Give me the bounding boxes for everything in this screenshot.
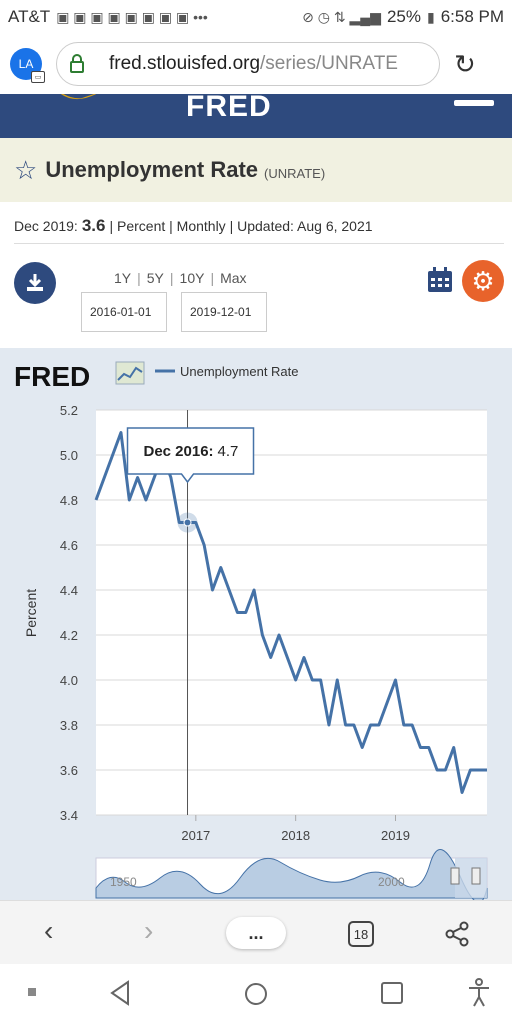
fred-logo[interactable]: FRED (186, 94, 272, 123)
overview-square-icon[interactable] (380, 981, 404, 1005)
system-nav-bar (0, 964, 512, 1024)
y-tick-label: 3.8 (60, 718, 78, 733)
latest-label: Dec 2019: (14, 217, 78, 234)
y-axis-label: Percent (23, 589, 39, 637)
latest-value: 3.6 (81, 215, 106, 235)
tabs-button[interactable]: 18 (348, 921, 374, 947)
battery-icon: ▮ (426, 8, 435, 25)
navigator-year-left: 1950 (110, 875, 137, 889)
y-tick-label: 4.2 (60, 628, 78, 643)
tooltip-label: Dec 2016: (144, 443, 214, 460)
navigator-handle-right[interactable] (471, 867, 481, 885)
y-tick-label: 3.4 (60, 808, 78, 823)
briefcase-icon: ▭ (31, 71, 45, 83)
y-tick-label: 3.6 (60, 763, 78, 778)
navigator-handle-left[interactable] (450, 867, 460, 885)
address-field[interactable]: fred.stlouisfed.org/series/UNRATE (56, 42, 440, 86)
chart-fred-logo: FRED (14, 361, 90, 392)
y-tick-label: 5.2 (60, 403, 78, 418)
download-icon[interactable] (14, 262, 56, 304)
eagle-logo-icon (61, 94, 97, 99)
series-meta: Dec 2019: 3.6 | Percent | Monthly | Upda… (14, 208, 504, 244)
back-triangle-icon[interactable] (108, 980, 132, 1006)
x-tick-label: 2017 (181, 828, 210, 843)
recents-dot-icon[interactable] (28, 988, 36, 996)
range-1y[interactable]: 1Y (114, 270, 132, 286)
star-icon[interactable]: ☆ (14, 154, 38, 185)
notification-icons: ▣ ▣ ▣ ▣ ▣ ▣ ▣ ▣ ••• (56, 8, 208, 25)
lock-icon (69, 54, 87, 74)
calendar-icon[interactable] (426, 266, 454, 294)
gear-icon[interactable]: ⚙ (462, 260, 504, 302)
range-5y[interactable]: 5Y (146, 270, 164, 286)
series-code: (UNRATE) (264, 165, 326, 181)
line-chart: FRED Unemployment Rate 5.2 5.0 4.8 4.6 4.4 4.… (14, 361, 488, 900)
back-arrow-icon[interactable]: ‹ (44, 915, 54, 946)
page-title: Unemployment Rate (45, 157, 259, 182)
start-date-input[interactable]: 2016-01-01 (81, 292, 167, 332)
clock: 6:58 PM (440, 7, 504, 26)
y-tick-label: 4.6 (60, 538, 78, 553)
reload-icon[interactable]: ↻ (454, 48, 476, 79)
share-icon[interactable] (444, 921, 470, 947)
navigator-selection[interactable] (455, 858, 487, 898)
range-max[interactable]: Max (220, 270, 247, 286)
browser-url-bar: LA ▭ fred.stlouisfed.org/series/UNRATE ↻ (0, 34, 512, 94)
y-tick-label: 4.0 (60, 673, 78, 688)
x-tick-label: 2019 (381, 828, 410, 843)
signal-icons: ⊘ ◷ ⇅ ▂▄▆ (302, 8, 381, 25)
y-tick-label: 5.0 (60, 448, 78, 463)
accessibility-icon[interactable] (466, 978, 492, 1008)
carrier-label: AT&T (8, 7, 51, 26)
browser-toolbar: ‹ › ... 18 (0, 900, 512, 964)
navigator-series (95, 849, 488, 900)
forward-arrow-icon[interactable]: › (144, 915, 154, 946)
hamburger-menu-icon[interactable] (454, 100, 494, 106)
chart-logo-icon (115, 361, 145, 385)
status-bar: AT&T ▣ ▣ ▣ ▣ ▣ ▣ ▣ ▣ ••• ⊘ ◷ ⇅ ▂▄▆ 25% ▮… (0, 0, 512, 34)
profile-avatar[interactable]: LA ▭ (10, 48, 45, 83)
site-header: FRED (0, 94, 512, 138)
legend-label[interactable]: Unemployment Rate (180, 364, 299, 379)
url-path: /series/UNRATE (260, 53, 398, 74)
url-domain: fred.stlouisfed.org (109, 53, 261, 74)
end-date-input[interactable]: 2019-12-01 (181, 292, 267, 332)
chart-panel: FRED Unemployment Rate 5.2 5.0 4.8 4.6 4.4 4.… (0, 348, 512, 900)
series-units: | Percent | Monthly | Updated: Aug 6, 20… (109, 217, 373, 234)
battery-percent: 25% (386, 7, 421, 26)
range-10y[interactable]: 10Y (179, 270, 205, 286)
y-tick-label: 4.8 (60, 493, 78, 508)
range-selector: 1Y | 5Y | 10Y | Max (114, 270, 247, 286)
x-tick-label: 2018 (281, 828, 310, 843)
menu-button[interactable]: ... (226, 917, 286, 949)
tooltip: Dec 2016: 4.7 (126, 427, 255, 484)
profile-initials: LA (18, 57, 34, 71)
home-circle-icon[interactable] (243, 981, 269, 1007)
tooltip-value: 4.7 (218, 443, 239, 460)
highlight-point[interactable] (183, 518, 192, 527)
navigator-year-right: 2000 (378, 875, 405, 889)
y-tick-label: 4.4 (60, 583, 78, 598)
chart-controls: 1Y | 5Y | 10Y | Max 2016-01-01 2019-12-0… (0, 252, 512, 348)
series-title-bar: ☆ Unemployment Rate (UNRATE) (0, 138, 512, 202)
